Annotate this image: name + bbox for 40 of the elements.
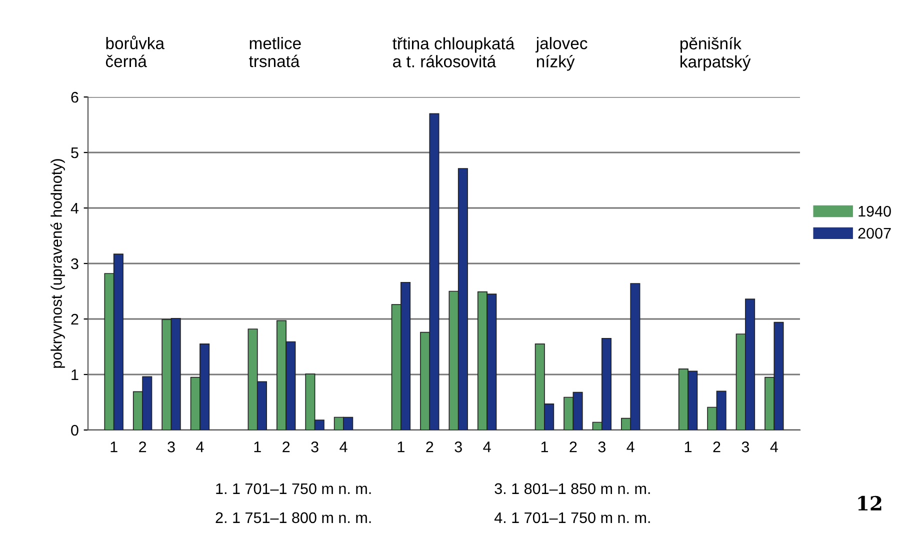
text: metlice trsnatá xyxy=(249,37,301,68)
text: 1. 1 701–1 750 m n. m. xyxy=(216,483,371,494)
text: borůvka černá xyxy=(106,36,165,68)
x-tick-label: 1 xyxy=(254,442,261,452)
x-tick-label: 3 xyxy=(454,442,462,452)
text: pěnišník karpatský xyxy=(680,37,751,71)
y-tick-label: 1 xyxy=(72,370,78,380)
y-tick-label: 2 xyxy=(71,314,78,325)
legend-label: 2007 xyxy=(858,228,891,239)
x-tick-label: 1 xyxy=(541,442,548,452)
legend-label: 1940 xyxy=(858,206,891,217)
text: 3. 1 801–1 850 m n. m. xyxy=(494,483,650,494)
text: třtina chloupkatá a t. rákosovitá xyxy=(392,37,515,68)
x-tick-label: 1 xyxy=(398,442,404,452)
x-tick-label: 3 xyxy=(311,442,318,452)
x-tick-label: 3 xyxy=(168,442,175,452)
x-tick-label: 4 xyxy=(483,442,491,452)
y-tick-label: 4 xyxy=(70,203,79,214)
x-tick-label: 2 xyxy=(282,442,290,452)
x-tick-label: 1 xyxy=(684,442,692,452)
y-tick-label: 5 xyxy=(71,148,78,158)
text: jalovec nízký xyxy=(535,37,588,71)
x-tick-label: 3 xyxy=(598,442,606,452)
x-tick-label: 2 xyxy=(426,442,434,452)
x-tick-label: 4 xyxy=(770,442,778,452)
x-tick-label: 4 xyxy=(196,442,204,452)
y-tick-label: 0 xyxy=(71,424,78,436)
text: 4. 1 701–1 750 m n. m. xyxy=(494,512,650,524)
x-tick-label: 2 xyxy=(713,442,720,452)
text: 12 xyxy=(858,496,882,510)
y-tick-label: 3 xyxy=(71,258,78,270)
x-tick-label: 3 xyxy=(742,442,750,452)
x-tick-label: 1 xyxy=(110,442,118,452)
x-tick-label: 4 xyxy=(626,442,634,452)
text: 2. 1 751–1 800 m n. m. xyxy=(216,512,371,524)
y-tick-label: 6 xyxy=(71,92,78,103)
x-tick-label: 2 xyxy=(570,442,577,452)
x-tick-label: 2 xyxy=(139,442,146,452)
x-tick-label: 4 xyxy=(340,442,348,452)
y-axis-title: pokryvnost (upravené hodnoty) xyxy=(50,159,65,368)
